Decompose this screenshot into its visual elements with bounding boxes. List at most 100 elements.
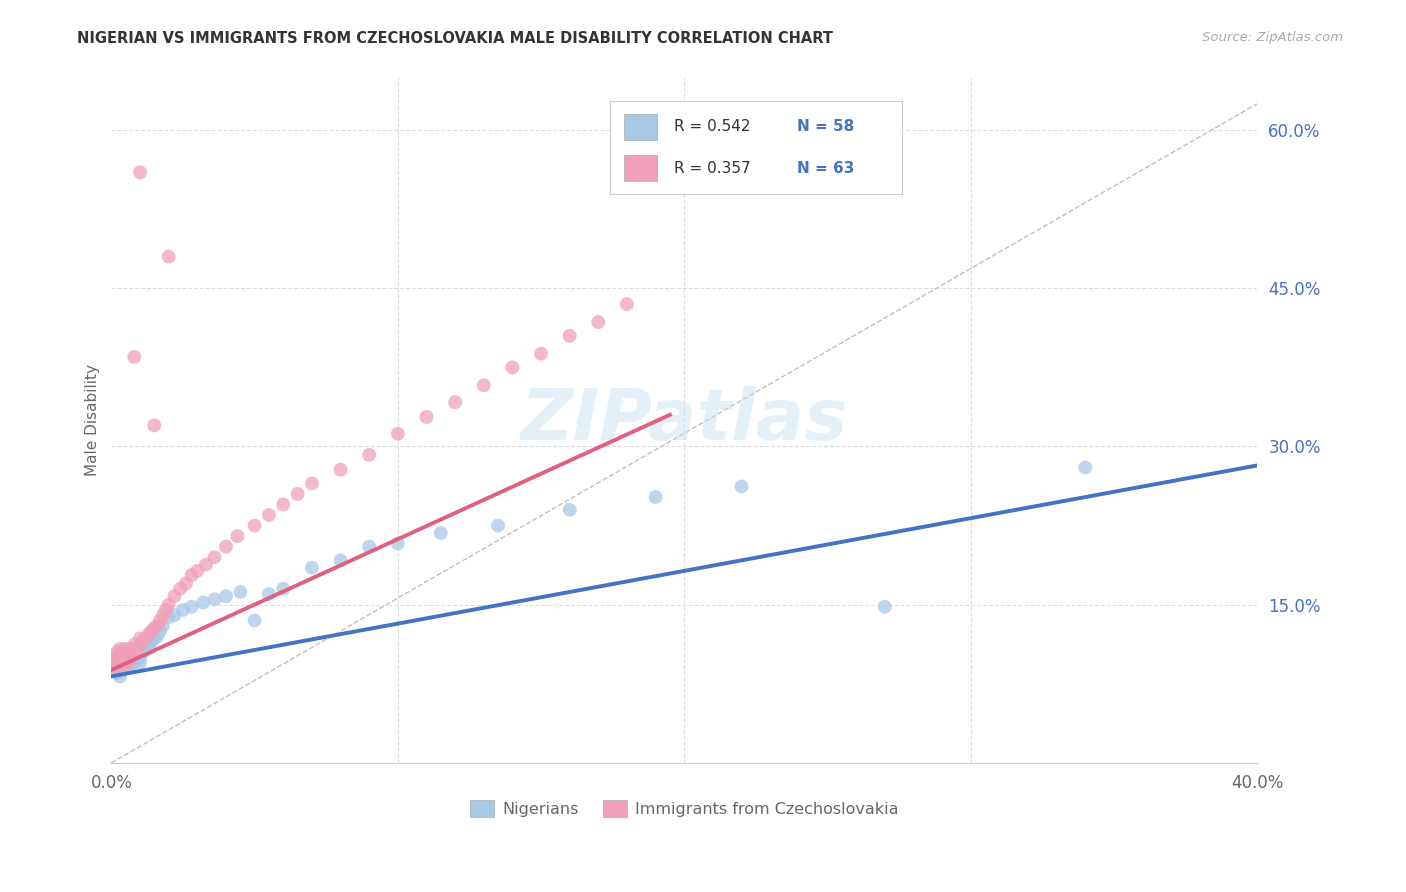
- Point: [1074, 460, 1097, 475]
- Text: ZIPatlas: ZIPatlas: [520, 385, 848, 455]
- Point: [174, 576, 197, 591]
- Point: [204, 550, 226, 565]
- Point: [103, 656, 125, 670]
- Point: [329, 553, 352, 567]
- Point: [180, 568, 202, 582]
- Point: [730, 479, 752, 493]
- Point: [129, 656, 152, 670]
- Point: [486, 518, 509, 533]
- Point: [359, 540, 381, 554]
- Point: [111, 657, 134, 671]
- Point: [472, 378, 495, 392]
- Point: [108, 661, 131, 675]
- Point: [124, 350, 146, 364]
- Point: [103, 656, 125, 670]
- Point: [243, 614, 266, 628]
- Point: [132, 634, 155, 648]
- Point: [157, 250, 180, 264]
- Point: [103, 663, 125, 677]
- Point: [387, 426, 409, 441]
- Point: [117, 648, 139, 663]
- Point: [108, 650, 131, 665]
- Point: [172, 603, 194, 617]
- Point: [105, 652, 128, 666]
- Point: [644, 490, 666, 504]
- Point: [114, 661, 136, 675]
- Point: [111, 658, 134, 673]
- Point: [138, 627, 160, 641]
- Point: [558, 328, 581, 343]
- Point: [124, 638, 146, 652]
- Point: [243, 518, 266, 533]
- Point: [108, 650, 131, 665]
- Point: [143, 632, 166, 646]
- Point: [287, 487, 309, 501]
- Point: [141, 634, 163, 648]
- Point: [108, 641, 131, 656]
- Point: [157, 598, 180, 612]
- Point: [215, 589, 238, 603]
- Point: [257, 508, 280, 522]
- Point: [204, 592, 226, 607]
- Point: [152, 618, 174, 632]
- Point: [105, 645, 128, 659]
- Point: [149, 614, 172, 628]
- Point: [616, 297, 638, 311]
- Point: [129, 650, 152, 665]
- Point: [103, 650, 125, 665]
- Point: [127, 645, 149, 659]
- Point: [141, 624, 163, 638]
- Point: [215, 540, 238, 554]
- Point: [108, 656, 131, 670]
- Point: [114, 650, 136, 665]
- Point: [301, 476, 323, 491]
- Point: [120, 641, 142, 656]
- Point: [430, 525, 453, 540]
- Point: [155, 603, 177, 617]
- Point: [114, 656, 136, 670]
- Point: [132, 645, 155, 659]
- Point: [124, 656, 146, 670]
- Point: [163, 608, 186, 623]
- Point: [114, 641, 136, 656]
- Point: [146, 629, 169, 643]
- Point: [103, 661, 125, 675]
- Point: [108, 656, 131, 670]
- Point: [120, 652, 142, 666]
- Point: [117, 656, 139, 670]
- Point: [191, 595, 214, 609]
- Point: [105, 652, 128, 666]
- Point: [127, 641, 149, 656]
- Point: [108, 669, 131, 683]
- Point: [229, 585, 252, 599]
- Point: [111, 663, 134, 677]
- Point: [149, 624, 172, 638]
- Point: [226, 529, 249, 543]
- Point: [111, 652, 134, 666]
- Point: [359, 448, 381, 462]
- Y-axis label: Male Disability: Male Disability: [86, 364, 100, 476]
- Text: Source: ZipAtlas.com: Source: ZipAtlas.com: [1202, 31, 1343, 45]
- Point: [169, 582, 191, 596]
- Point: [180, 599, 202, 614]
- Point: [186, 564, 208, 578]
- Point: [157, 610, 180, 624]
- Point: [120, 657, 142, 672]
- Point: [163, 589, 186, 603]
- Point: [501, 360, 523, 375]
- Point: [120, 650, 142, 665]
- Point: [103, 658, 125, 673]
- Point: [271, 582, 294, 596]
- Point: [444, 395, 467, 409]
- Point: [271, 498, 294, 512]
- Point: [114, 656, 136, 670]
- Point: [135, 632, 157, 646]
- Point: [105, 658, 128, 673]
- Point: [129, 632, 152, 646]
- Point: [117, 658, 139, 673]
- Point: [111, 645, 134, 659]
- Point: [129, 165, 152, 179]
- Point: [415, 409, 437, 424]
- Point: [194, 558, 217, 572]
- Point: [146, 618, 169, 632]
